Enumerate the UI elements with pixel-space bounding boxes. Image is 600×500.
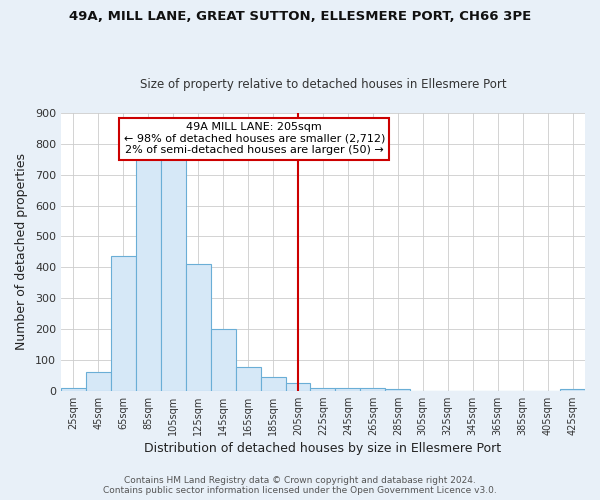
Bar bbox=[335, 388, 361, 390]
Y-axis label: Number of detached properties: Number of detached properties bbox=[15, 154, 28, 350]
Bar bbox=[211, 329, 236, 390]
Bar bbox=[560, 389, 585, 390]
Text: 49A MILL LANE: 205sqm
← 98% of detached houses are smaller (2,712)
2% of semi-de: 49A MILL LANE: 205sqm ← 98% of detached … bbox=[124, 122, 385, 156]
Bar bbox=[136, 160, 161, 390]
Bar bbox=[86, 372, 111, 390]
X-axis label: Distribution of detached houses by size in Ellesmere Port: Distribution of detached houses by size … bbox=[145, 442, 502, 455]
Text: 49A, MILL LANE, GREAT SUTTON, ELLESMERE PORT, CH66 3PE: 49A, MILL LANE, GREAT SUTTON, ELLESMERE … bbox=[69, 10, 531, 23]
Bar bbox=[286, 383, 310, 390]
Bar bbox=[310, 388, 335, 390]
Bar bbox=[260, 377, 286, 390]
Bar bbox=[385, 389, 410, 390]
Text: Contains HM Land Registry data © Crown copyright and database right 2024.
Contai: Contains HM Land Registry data © Crown c… bbox=[103, 476, 497, 495]
Bar bbox=[361, 388, 385, 390]
Bar bbox=[111, 256, 136, 390]
Title: Size of property relative to detached houses in Ellesmere Port: Size of property relative to detached ho… bbox=[140, 78, 506, 91]
Bar bbox=[161, 160, 186, 390]
Bar bbox=[236, 366, 260, 390]
Bar bbox=[61, 388, 86, 390]
Bar bbox=[186, 264, 211, 390]
